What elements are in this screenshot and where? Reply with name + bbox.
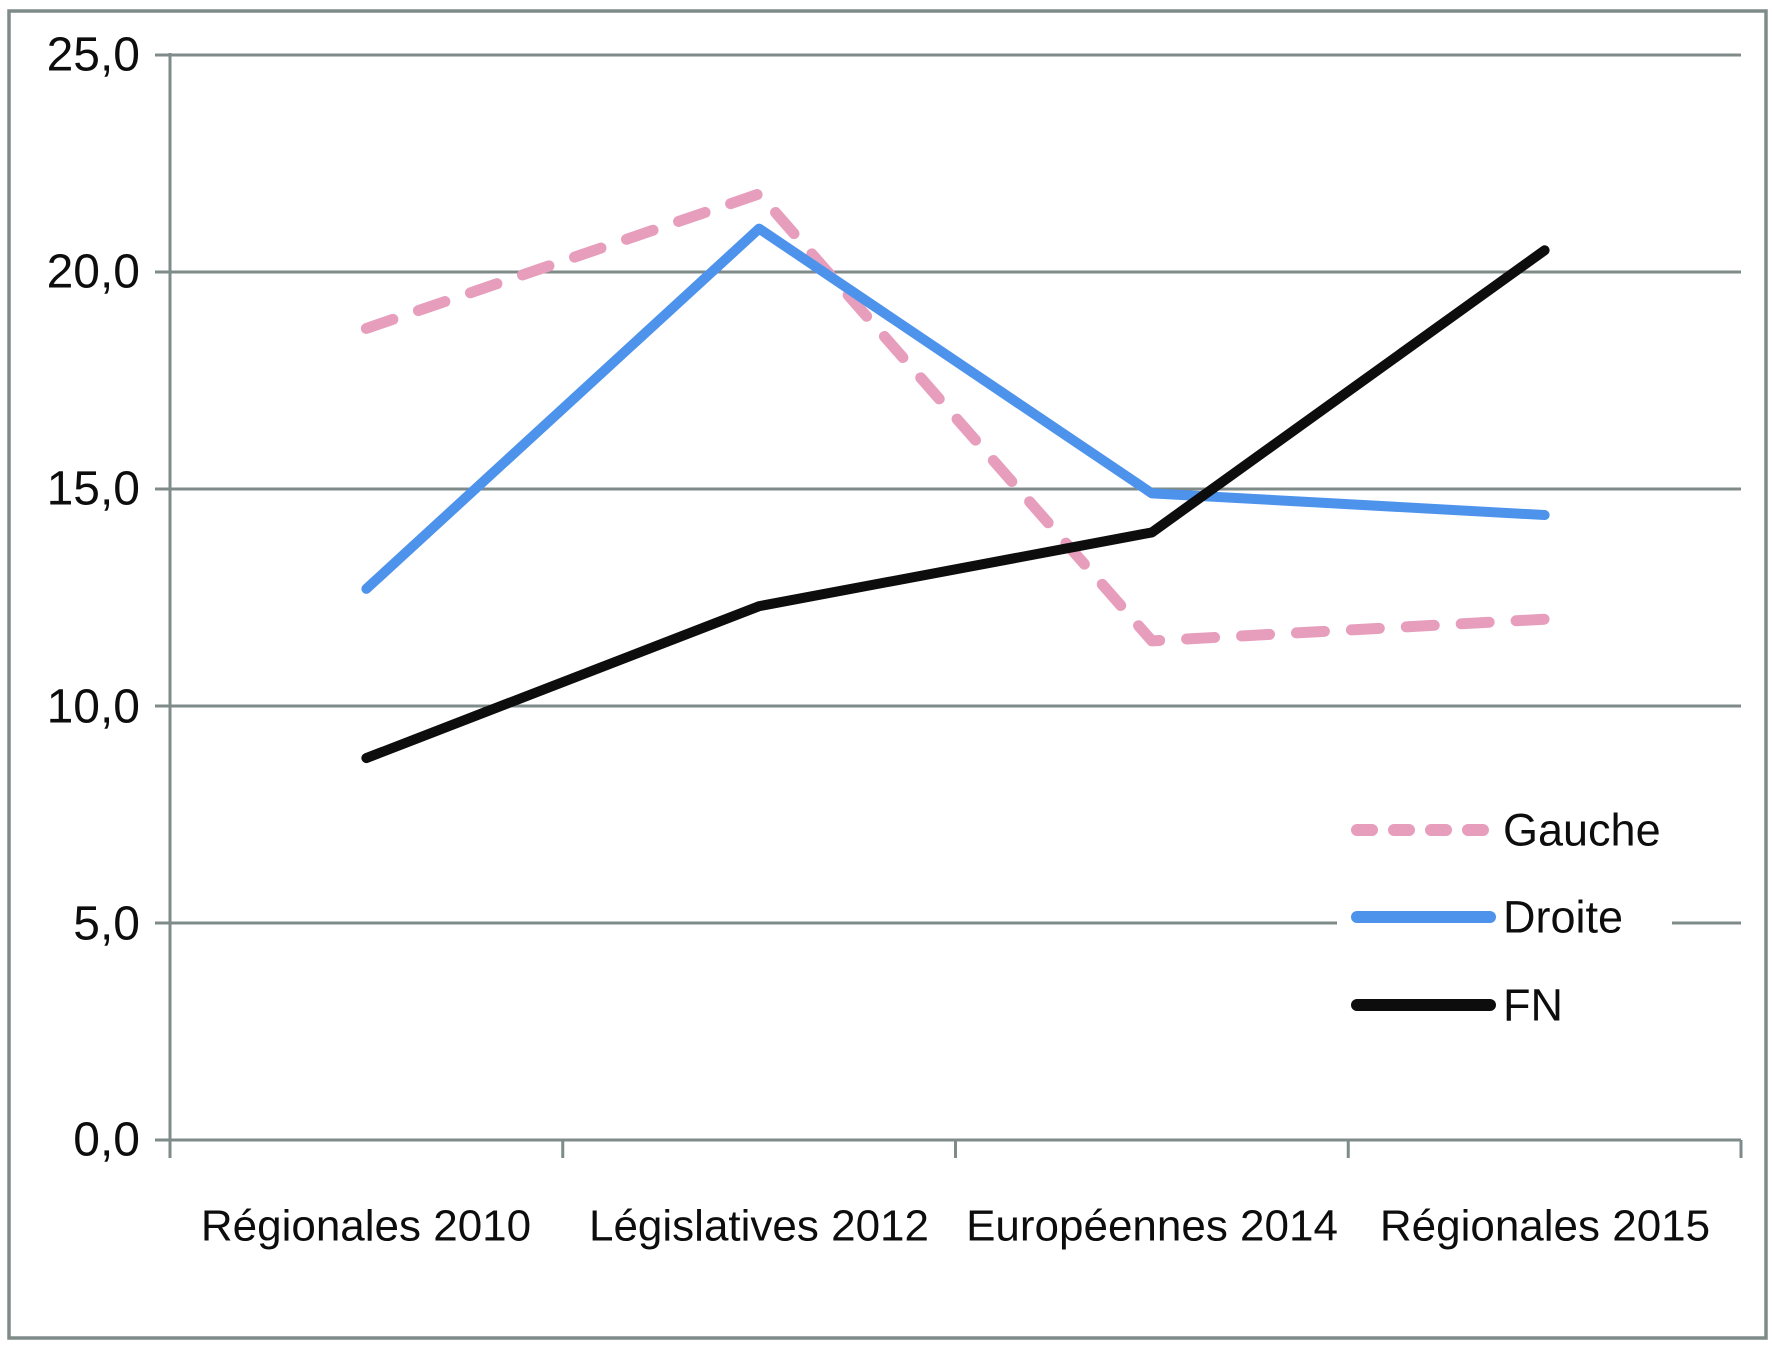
x-axis-labels: Régionales 2010 Législatives 2012 Europé… — [201, 1202, 1710, 1251]
chart-frame — [7, 9, 1768, 1340]
x-tick-label: Régionales 2010 — [201, 1202, 531, 1251]
series-line-droite — [361, 223, 1550, 594]
y-axis-labels: 25,0 20,0 15,0 10,0 5,0 0,0 — [47, 29, 140, 1167]
y-tick-label: 0,0 — [73, 1114, 140, 1167]
legend — [1351, 824, 1496, 1011]
legend-labels: Gauche Droite FN — [1503, 805, 1661, 1031]
y-tick-label: 15,0 — [47, 463, 140, 516]
figure-border — [7, 9, 1768, 1340]
x-tick-label: Législatives 2012 — [589, 1202, 929, 1251]
data-series — [360, 188, 1551, 764]
legend-label-gauche: Gauche — [1503, 805, 1661, 856]
y-tick-label: 20,0 — [47, 246, 140, 299]
legend-label-droite: Droite — [1503, 892, 1623, 943]
legend-label-fn: FN — [1503, 980, 1563, 1031]
y-tick-label: 5,0 — [73, 898, 140, 951]
series-line-fn — [361, 245, 1550, 764]
series-line-gauche — [360, 188, 1551, 647]
x-tick-label: Régionales 2015 — [1380, 1202, 1710, 1251]
y-tick-label: 10,0 — [47, 681, 140, 734]
x-tick-label: Européennes 2014 — [966, 1202, 1338, 1251]
y-tick-label: 25,0 — [47, 29, 140, 82]
